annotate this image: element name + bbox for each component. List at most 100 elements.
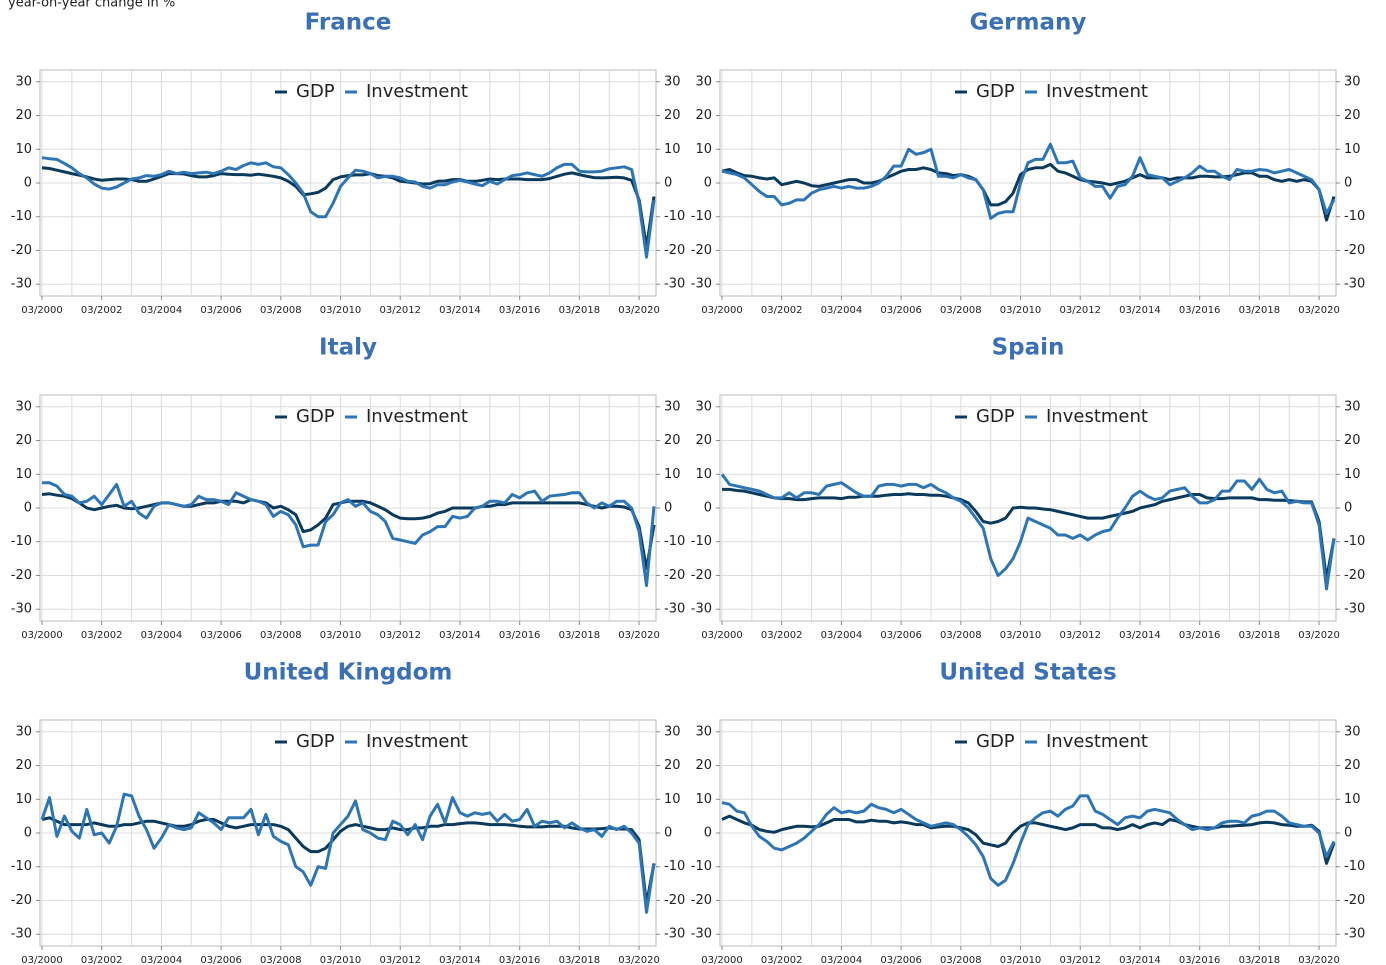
y-tick-label: 30 bbox=[15, 724, 32, 739]
x-tick-label: 03/2014 bbox=[439, 955, 481, 965]
x-tick-label: 03/2006 bbox=[200, 630, 242, 641]
legend-label: Investment bbox=[366, 81, 468, 102]
y2-tick-label: 30 bbox=[1344, 74, 1361, 89]
y2-tick-label: -10 bbox=[1344, 859, 1365, 874]
y-tick-label: 0 bbox=[704, 826, 712, 841]
x-tick-label: 03/2016 bbox=[499, 305, 541, 316]
legend-label: Investment bbox=[366, 406, 468, 427]
line-series bbox=[40, 792, 656, 914]
legend-label: Investment bbox=[1046, 81, 1148, 102]
x-tick-label: 03/2008 bbox=[260, 955, 302, 965]
y-tick-label: 20 bbox=[695, 433, 712, 448]
y2-tick-label: 0 bbox=[1344, 826, 1352, 841]
y-tick-label: 10 bbox=[15, 467, 32, 482]
x-tick-label: 03/2020 bbox=[618, 630, 660, 641]
x-tick-label: 03/2020 bbox=[618, 305, 660, 316]
y2-tick-label: -30 bbox=[664, 927, 685, 942]
y-tick-label: -30 bbox=[11, 927, 32, 942]
y2-tick-label: -20 bbox=[1344, 568, 1365, 583]
y2-tick-label: -30 bbox=[1344, 602, 1365, 617]
x-tick-label: 03/2002 bbox=[81, 955, 123, 965]
y2-tick-label: 20 bbox=[1344, 758, 1361, 773]
legend-label: GDP bbox=[976, 81, 1015, 102]
line-series bbox=[722, 487, 1336, 581]
y2-tick-label: 10 bbox=[664, 142, 681, 157]
y-tick-label: -20 bbox=[691, 243, 712, 258]
x-tick-label: 03/2018 bbox=[559, 305, 601, 316]
x-tick-label: 03/2008 bbox=[940, 630, 982, 641]
x-tick-label: 03/2006 bbox=[200, 955, 242, 965]
y2-tick-label: -20 bbox=[1344, 243, 1365, 258]
legend-label: GDP bbox=[976, 731, 1015, 752]
y-tick-label: 10 bbox=[15, 792, 32, 807]
x-tick-label: 03/2004 bbox=[821, 630, 863, 641]
x-tick-label: 03/2012 bbox=[1059, 630, 1101, 641]
line-series bbox=[41, 166, 656, 249]
legend-label: Investment bbox=[1046, 731, 1148, 752]
y-tick-label: -30 bbox=[691, 277, 712, 292]
y2-tick-label: -30 bbox=[1344, 277, 1365, 292]
x-tick-label: 03/2016 bbox=[1179, 955, 1221, 965]
x-tick-label: 03/2018 bbox=[559, 955, 601, 965]
x-tick-label: 03/2014 bbox=[1119, 955, 1161, 965]
x-tick-label: 03/2016 bbox=[499, 955, 541, 965]
x-tick-label: 03/2012 bbox=[379, 955, 421, 965]
y2-tick-label: 0 bbox=[664, 826, 672, 841]
y-tick-label: 20 bbox=[15, 433, 32, 448]
x-tick-label: 03/2008 bbox=[260, 305, 302, 316]
x-tick-label: 03/2000 bbox=[701, 305, 743, 316]
x-tick-label: 03/2018 bbox=[1239, 630, 1281, 641]
x-tick-label: 03/2010 bbox=[1000, 630, 1042, 641]
x-tick-label: 03/2008 bbox=[940, 305, 982, 316]
y2-tick-label: 0 bbox=[1344, 501, 1352, 516]
y2-tick-label: 30 bbox=[1344, 724, 1361, 739]
y-tick-label: -20 bbox=[11, 893, 32, 908]
y-tick-label: 0 bbox=[704, 176, 712, 191]
y2-tick-label: -30 bbox=[1344, 927, 1365, 942]
x-tick-label: 03/2010 bbox=[1000, 305, 1042, 316]
x-tick-label: 03/2010 bbox=[320, 305, 362, 316]
x-tick-label: 03/2006 bbox=[880, 305, 922, 316]
y2-tick-label: -10 bbox=[664, 209, 685, 224]
y2-tick-label: 30 bbox=[664, 724, 681, 739]
x-tick-label: 03/2018 bbox=[1239, 955, 1281, 965]
y-tick-label: -20 bbox=[691, 568, 712, 583]
y2-tick-label: 20 bbox=[1344, 433, 1361, 448]
y2-tick-label: 10 bbox=[1344, 467, 1361, 482]
x-tick-label: 03/2020 bbox=[1298, 305, 1340, 316]
y-tick-label: -30 bbox=[11, 602, 32, 617]
y2-tick-label: -10 bbox=[664, 534, 685, 549]
x-tick-label: 03/2002 bbox=[761, 305, 803, 316]
y2-tick-label: 20 bbox=[1344, 108, 1361, 123]
y2-tick-label: 30 bbox=[1344, 399, 1361, 414]
y-tick-label: -10 bbox=[11, 209, 32, 224]
x-tick-label: 03/2020 bbox=[1298, 955, 1340, 965]
x-tick-label: 03/2000 bbox=[701, 955, 743, 965]
legend-label: Investment bbox=[1046, 406, 1148, 427]
y2-tick-label: -30 bbox=[664, 277, 685, 292]
chart-title: France bbox=[305, 10, 392, 36]
line-series bbox=[720, 473, 1336, 591]
x-tick-label: 03/2016 bbox=[1179, 305, 1221, 316]
y-tick-label: -30 bbox=[691, 602, 712, 617]
x-tick-label: 03/2010 bbox=[320, 630, 362, 641]
y2-tick-label: 10 bbox=[1344, 792, 1361, 807]
y-tick-label: -10 bbox=[11, 859, 32, 874]
y2-tick-label: 10 bbox=[1344, 142, 1361, 157]
x-tick-label: 03/2004 bbox=[141, 630, 183, 641]
x-tick-label: 03/2004 bbox=[141, 955, 183, 965]
chart-title: Spain bbox=[992, 335, 1065, 361]
y-tick-label: 10 bbox=[695, 792, 712, 807]
y-tick-label: -20 bbox=[11, 243, 32, 258]
x-tick-label: 03/2002 bbox=[761, 955, 803, 965]
y-tick-label: 0 bbox=[24, 176, 32, 191]
line-series bbox=[721, 794, 1336, 887]
x-tick-label: 03/2014 bbox=[1119, 630, 1161, 641]
chart-title: United States bbox=[939, 660, 1116, 686]
x-tick-label: 03/2000 bbox=[21, 305, 63, 316]
y-tick-label: 0 bbox=[24, 501, 32, 516]
x-tick-label: 03/2012 bbox=[379, 305, 421, 316]
x-tick-label: 03/2000 bbox=[701, 630, 743, 641]
